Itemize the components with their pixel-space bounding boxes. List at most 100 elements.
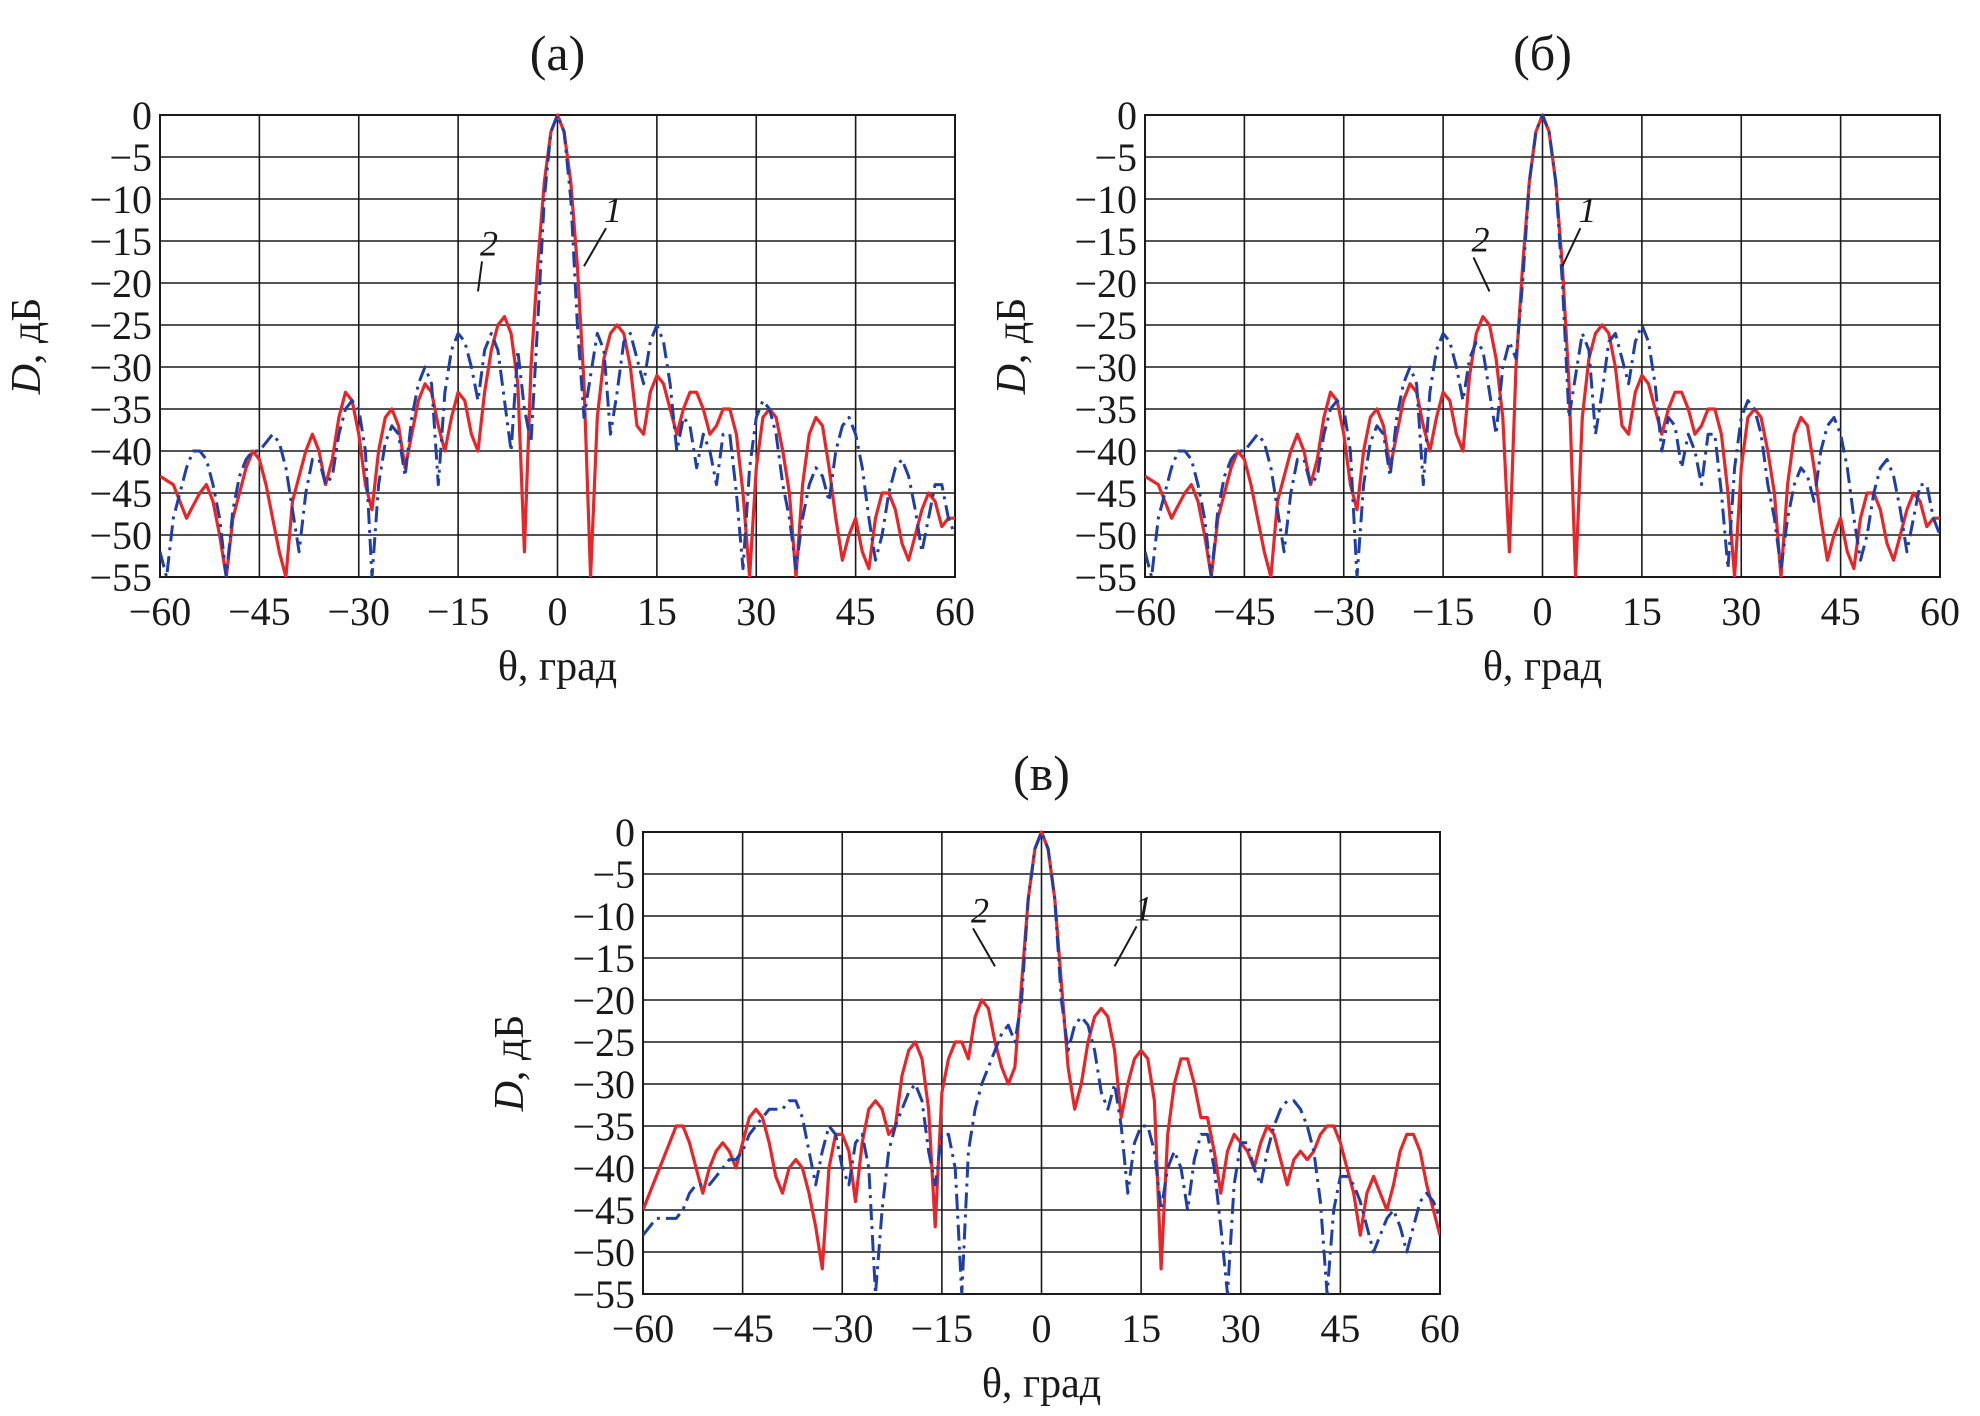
chart-panel-b: (б)−60 −45 −30 −15 0 15 30 45 600−5−10−15−20−25−… <box>989 25 1960 690</box>
grid <box>1144 114 1941 578</box>
y-axis-label-unit: , дБ <box>487 1015 533 1082</box>
y-tick-label: −30 <box>1074 345 1137 390</box>
x-tick-label: −30 <box>1312 589 1375 634</box>
y-tick-label: −35 <box>572 1104 635 1149</box>
y-tick-label: −25 <box>1074 303 1137 348</box>
y-tick-label: −20 <box>572 978 635 1023</box>
x-tick-label: 30 <box>1221 1306 1261 1351</box>
y-tick-label: −35 <box>1074 387 1137 432</box>
y-tick-label: −10 <box>1074 177 1137 222</box>
annotation-leader-2 <box>477 261 483 292</box>
x-tick-label: −15 <box>911 1306 974 1351</box>
x-tick-label: 60 <box>935 589 975 634</box>
y-tick-label: −55 <box>89 555 152 600</box>
x-axis-label: θ, град <box>982 1361 1101 1407</box>
x-tick-label: −15 <box>1412 589 1475 634</box>
y-tick-label: −50 <box>572 1230 635 1275</box>
x-tick-label: 60 <box>1420 1306 1460 1351</box>
y-tick-label: −45 <box>1074 471 1137 516</box>
x-tick-label: −60 <box>1114 589 1177 634</box>
annotation-leader-1 <box>1113 925 1138 967</box>
y-axis-label: D, дБ <box>989 298 1035 396</box>
y-tick-label: −30 <box>89 345 152 390</box>
curve-label-1: 1 <box>604 190 622 230</box>
x-axis-label: θ, град <box>498 644 617 690</box>
x-tick-label: 15 <box>1622 589 1662 634</box>
chart-panel-a: (а)−60 −45 −30 −15 0 15 30 45 600−5−10−15−20−25−… <box>4 25 975 690</box>
x-tick-label: 45 <box>1821 589 1861 634</box>
chart-title: (в) <box>1013 745 1070 801</box>
y-tick-label: −5 <box>109 135 152 180</box>
x-tick-label: 0 <box>548 589 568 634</box>
y-tick-label: −20 <box>89 261 152 306</box>
chart-panel-v: (в)−60 −45 −30 −15 0 15 30 45 600−5−10−15−20−25−… <box>487 745 1460 1407</box>
y-tick-label: −5 <box>592 852 635 897</box>
x-tick-label: 0 <box>1032 1306 1052 1351</box>
x-tick-label: 0 <box>1533 589 1553 634</box>
y-tick-label: −25 <box>89 303 152 348</box>
x-tick-label: 45 <box>836 589 876 634</box>
x-tick-label: 30 <box>736 589 776 634</box>
annotation-leader-1 <box>1561 227 1582 267</box>
x-tick-label: −45 <box>711 1306 774 1351</box>
y-tick-label: −40 <box>572 1146 635 1191</box>
x-tick-label: −30 <box>327 589 390 634</box>
annotation-leader-2 <box>972 927 996 967</box>
y-tick-label: −50 <box>89 513 152 558</box>
chart-title: (а) <box>530 25 586 81</box>
x-tick-label: −60 <box>129 589 192 634</box>
y-axis-label: D, дБ <box>4 298 50 396</box>
y-tick-label: −30 <box>572 1062 635 1107</box>
y-axis-label: D, дБ <box>487 1015 533 1113</box>
x-tick-label: −45 <box>1213 589 1276 634</box>
curve-label-1: 1 <box>1135 888 1153 928</box>
y-axis-label-symbol: D <box>4 364 50 395</box>
y-axis-label-unit: , дБ <box>989 298 1035 365</box>
curve-label-2: 2 <box>1472 219 1490 259</box>
y-tick-label: 0 <box>1117 93 1137 138</box>
annotation-leader-2 <box>1472 256 1491 292</box>
y-tick-label: −15 <box>572 936 635 981</box>
curve-label-2: 2 <box>480 223 498 263</box>
y-tick-label: −40 <box>89 429 152 474</box>
series-line-2 <box>160 113 955 577</box>
x-tick-label: −30 <box>811 1306 874 1351</box>
x-tick-label: 15 <box>637 589 677 634</box>
y-axis-label-symbol: D <box>989 364 1035 395</box>
y-tick-label: −50 <box>1074 513 1137 558</box>
x-axis-label: θ, град <box>1483 644 1602 690</box>
y-tick-label: −35 <box>89 387 152 432</box>
y-tick-label: −55 <box>572 1272 635 1317</box>
y-tick-label: 0 <box>615 810 635 855</box>
x-tick-label: −60 <box>612 1306 675 1351</box>
y-tick-label: −45 <box>89 471 152 516</box>
y-axis-label-symbol: D <box>487 1081 533 1112</box>
y-tick-label: 0 <box>132 93 152 138</box>
x-tick-label: −15 <box>427 589 490 634</box>
x-tick-label: 15 <box>1121 1306 1161 1351</box>
y-tick-label: −10 <box>572 894 635 939</box>
y-tick-label: −5 <box>1094 135 1137 180</box>
x-tick-label: 60 <box>1920 589 1960 634</box>
y-tick-label: −10 <box>89 177 152 222</box>
y-tick-label: −20 <box>1074 261 1137 306</box>
series-line-2 <box>1145 113 1940 577</box>
grid <box>159 114 956 578</box>
grid <box>642 831 1441 1295</box>
series-line-1 <box>160 113 955 577</box>
y-tick-label: −55 <box>1074 555 1137 600</box>
x-tick-label: 30 <box>1721 589 1761 634</box>
y-tick-label: −40 <box>1074 429 1137 474</box>
y-tick-label: −15 <box>1074 219 1137 264</box>
x-tick-label: −45 <box>228 589 291 634</box>
curve-label-1: 1 <box>1578 190 1596 230</box>
curve-label-2: 2 <box>971 890 989 930</box>
x-tick-label: 45 <box>1320 1306 1360 1351</box>
y-axis-label-unit: , дБ <box>4 298 50 365</box>
annotation-leader-1 <box>583 227 607 267</box>
y-tick-label: −45 <box>572 1188 635 1233</box>
series-line-2 <box>643 830 1440 1294</box>
chart-title: (б) <box>1513 25 1572 81</box>
y-tick-label: −15 <box>89 219 152 264</box>
